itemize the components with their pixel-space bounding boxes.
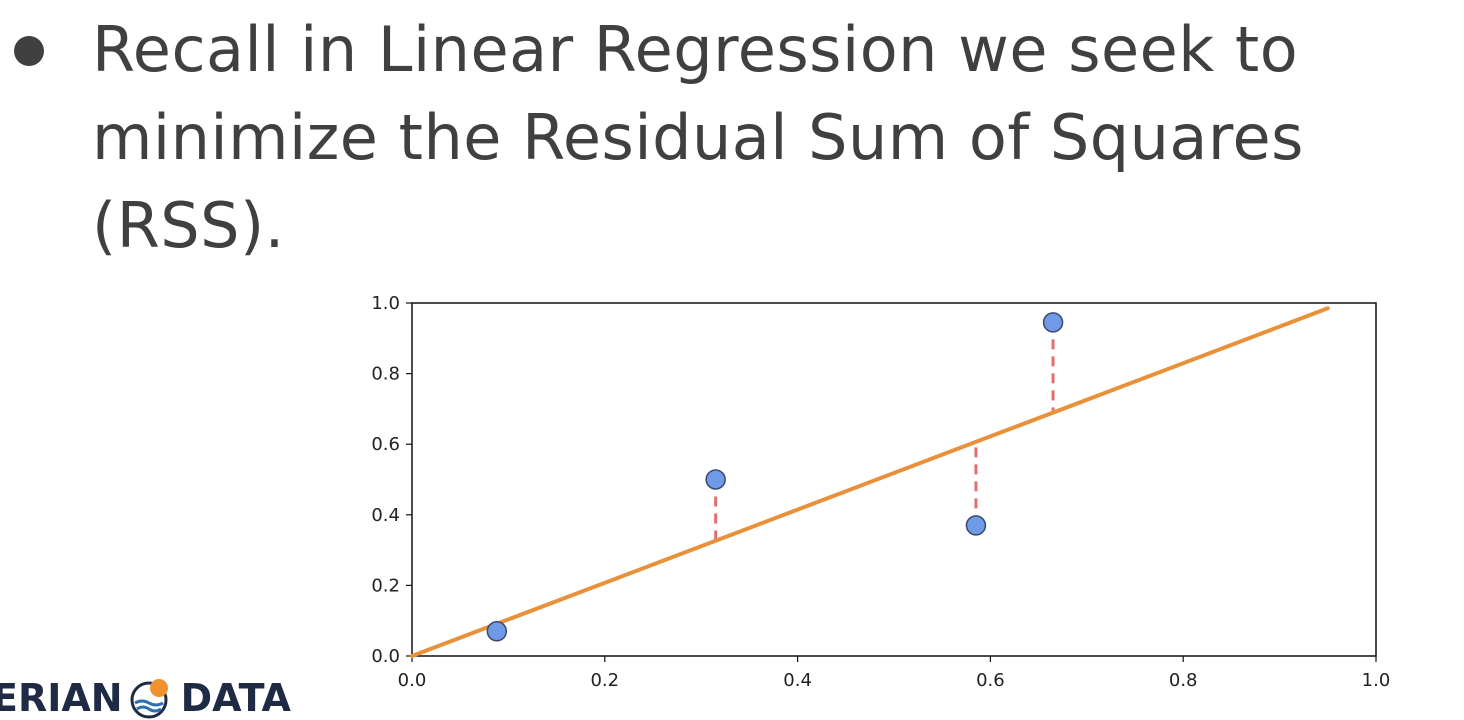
brand-text-right: DATA (180, 675, 291, 720)
x-tick-label: 0.2 (590, 670, 619, 691)
data-point (486, 621, 508, 642)
bullet-line-1: Recall in Linear Regression we seek to (92, 13, 1299, 86)
data-point (965, 515, 987, 536)
x-tick-label: 0.6 (976, 670, 1005, 691)
y-tick-label: 0.0 (371, 646, 400, 667)
brand-logo-icon (130, 678, 168, 718)
regression-line (410, 306, 1330, 658)
bullet-line-3: (RSS). (92, 189, 285, 262)
x-tick-label: 0.8 (1169, 670, 1198, 691)
data-point (705, 469, 726, 490)
plot-frame (411, 302, 1377, 657)
y-tick-label: 1.0 (371, 293, 400, 314)
brand-logo: ERIAN DATA (0, 675, 291, 720)
y-tick-label: 0.4 (371, 505, 400, 526)
x-tick-label: 0.4 (783, 670, 812, 691)
bullet-text: Recall in Linear Regression we seek to m… (92, 6, 1452, 270)
y-tick-label: 0.2 (371, 575, 400, 596)
x-tick-label: 1.0 (1362, 670, 1391, 691)
bullet-line-2: minimize the Residual Sum of Squares (92, 101, 1304, 174)
brand-text-left: ERIAN (0, 675, 123, 720)
y-tick-label: 0.6 (371, 434, 400, 455)
y-tick-label: 0.8 (371, 364, 400, 385)
x-tick-label: 0.0 (398, 670, 427, 691)
bullet-dot (14, 36, 44, 66)
data-point (1042, 312, 1064, 333)
